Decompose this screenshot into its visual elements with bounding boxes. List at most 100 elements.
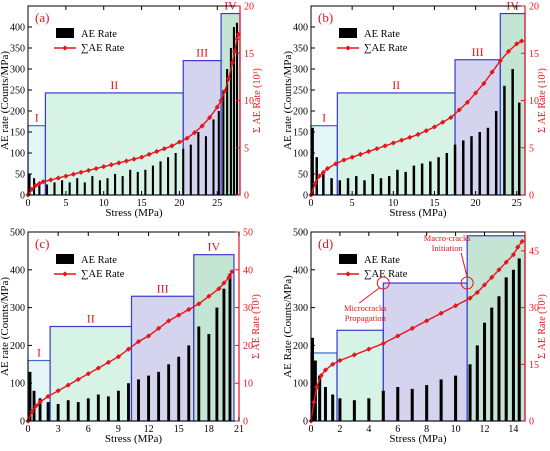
- cumulative-ae-point: [186, 306, 192, 313]
- y-axis-label: AE rate (Counts/MPa): [282, 51, 294, 150]
- y2-tick-label: 30: [243, 303, 253, 314]
- legend-bar-label: AE Rate: [81, 29, 117, 40]
- cumulative-ae-point: [131, 156, 137, 162]
- y2-tick-label: 0: [529, 191, 534, 202]
- cumulative-ae-point: [424, 318, 430, 324]
- cumulative-ae-point: [85, 167, 92, 174]
- y-tick-label: 50: [298, 170, 308, 181]
- stage-box-3: [454, 59, 501, 196]
- ae-rate-bar: [454, 375, 458, 421]
- y-axis-label: AE Rate (Counts/MPa): [282, 275, 294, 378]
- annotation-text: Initiation: [432, 243, 464, 253]
- ae-rate-bar: [381, 390, 385, 421]
- ae-rate-bar: [313, 360, 317, 421]
- ae-rate-bar: [207, 334, 211, 421]
- cumulative-ae-point: [489, 69, 495, 75]
- y-tick-label: 150: [293, 128, 308, 139]
- y-tick-label: 300: [293, 303, 308, 314]
- ae-rate-bar: [352, 400, 356, 421]
- x-tick-label: 18: [204, 424, 214, 435]
- cumulative-ae-point: [105, 359, 111, 366]
- cumulative-ae-point: [314, 384, 320, 390]
- stage-label: I: [35, 111, 39, 125]
- stage-label: I: [322, 111, 326, 125]
- y2-tick-label: 5: [529, 143, 534, 154]
- x-tick-label: 14: [508, 424, 518, 435]
- cumulative-ae-point: [481, 80, 487, 87]
- ae-rate-bar: [229, 48, 232, 195]
- ae-rate-bar: [114, 174, 117, 195]
- ae-rate-bar: [453, 144, 457, 195]
- panel-label: (a): [35, 10, 49, 25]
- y-tick-label: 250: [293, 86, 308, 97]
- ae-rate-bar: [429, 161, 432, 195]
- x-tick-label: 0: [309, 424, 314, 435]
- ae-rate-bar: [98, 180, 101, 195]
- ae-rate-bar: [83, 182, 86, 195]
- ae-rate-bar: [76, 402, 80, 421]
- ae-rate-bar: [518, 102, 521, 195]
- legend-line-marker: [62, 271, 68, 277]
- cumulative-ae-point: [116, 160, 122, 166]
- cumulative-ae-point: [481, 282, 488, 288]
- y-tick-label: 300: [10, 303, 25, 314]
- cumulative-ae-point: [63, 173, 69, 179]
- cumulative-ae-point: [510, 252, 517, 258]
- x-tick-label: 10: [451, 424, 461, 435]
- cumulative-ae-point: [330, 361, 336, 367]
- x-axis-label: Stress (MPa): [389, 433, 446, 445]
- ae-rate-bar: [468, 364, 472, 421]
- ae-rate-bar: [106, 396, 110, 421]
- cumulative-ae-point: [398, 137, 405, 143]
- cumulative-ae-point: [351, 352, 357, 358]
- panel-d: 0 2 4 6 8 10 12 14 0 100 200 300 400 500 0 15 30 45 Stress…: [282, 228, 548, 446]
- cumulative-ae-point: [229, 60, 236, 66]
- ae-rate-bar: [167, 364, 171, 421]
- cumulative-ae-point: [318, 373, 324, 379]
- y2-tick-label: 15: [244, 49, 254, 60]
- y2-tick-label: 10: [529, 96, 539, 107]
- ae-rate-bar: [177, 356, 181, 421]
- ae-rate-bar: [129, 169, 132, 195]
- ae-rate-bar: [404, 171, 407, 195]
- y-tick-label: 300: [293, 65, 308, 76]
- y2-tick-label: 15: [529, 360, 539, 371]
- ae-rate-bar: [68, 182, 71, 195]
- ae-rate-bar: [311, 127, 314, 195]
- cumulative-ae-point: [229, 269, 235, 275]
- cumulative-ae-point: [196, 301, 202, 307]
- cumulative-ae-point: [184, 135, 190, 141]
- ae-rate-bar: [106, 178, 109, 195]
- ae-rate-bar: [486, 127, 490, 195]
- ae-rate-bar: [38, 182, 41, 195]
- y-tick-label: 350: [293, 44, 308, 55]
- ae-rate-bar: [159, 161, 162, 195]
- x-tick-label: 0: [26, 424, 31, 435]
- annotation-text: Macro-cracks: [424, 233, 471, 243]
- cumulative-ae-point: [32, 182, 39, 189]
- cumulative-ae-point: [207, 114, 213, 121]
- annotation-arrow: [358, 287, 380, 304]
- x-axis-label: Stress (MPa): [105, 433, 162, 445]
- ae-rate-bar: [215, 307, 219, 421]
- ae-rate-bar: [45, 184, 48, 195]
- cumulative-ae-point: [232, 48, 238, 54]
- ae-rate-bar: [86, 398, 90, 421]
- ae-rate-bar: [127, 383, 130, 421]
- stage-label: III: [157, 281, 169, 295]
- x-tick-label: 6: [86, 424, 91, 435]
- ae-rate-bar: [367, 398, 371, 421]
- y2-tick-label: 0: [244, 191, 249, 202]
- cumulative-ae-point: [366, 346, 372, 352]
- ae-rate-bar: [28, 371, 32, 421]
- ae-rate-bar: [91, 176, 94, 195]
- y-tick-label: 50: [15, 170, 25, 181]
- ae-rate-bar: [76, 178, 79, 195]
- x-tick-label: 3: [56, 424, 61, 435]
- cumulative-ae-point: [40, 179, 46, 185]
- cumulative-ae-point: [320, 169, 326, 175]
- x-tick-label: 25: [512, 198, 522, 209]
- x-tick-label: 25: [212, 198, 222, 209]
- ae-rate-bar: [187, 345, 191, 421]
